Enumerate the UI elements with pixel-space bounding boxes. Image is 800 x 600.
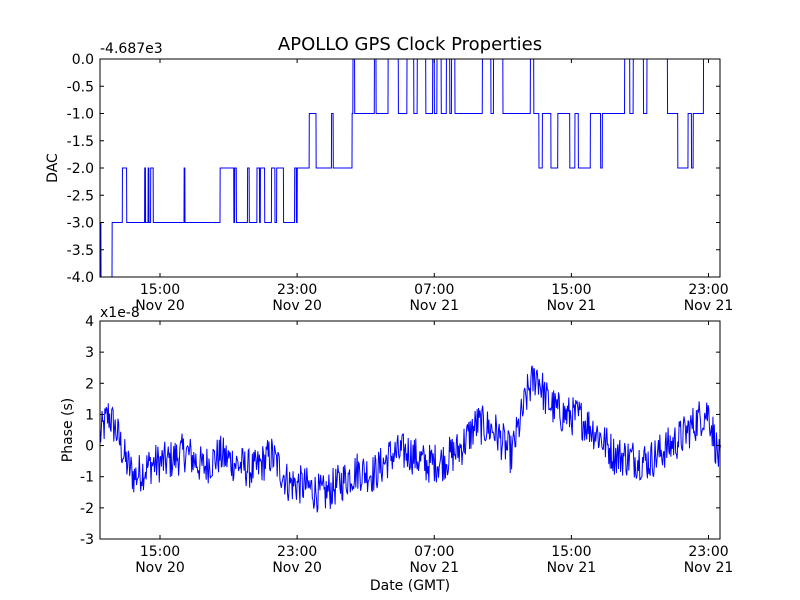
x-tick-time: 23:00 [277,544,317,560]
y-tick-label: -1.0 [67,107,94,123]
axes-frame [99,320,721,540]
y-tick-label: 0.0 [72,52,94,68]
dac-ylabel: DAC [45,153,61,183]
x-tick-date: Nov 21 [547,560,597,576]
phase-ylabel: Phase (s) [60,398,76,462]
x-tick-date: Nov 21 [409,298,459,314]
x-tick-date: Nov 21 [409,560,459,576]
x-tick-time: 15:00 [140,282,180,298]
y-tick-label: 1 [85,407,94,423]
y-tick-label: 2 [85,376,94,392]
y-tick-label: -2.5 [67,188,94,204]
x-tick-time: 15:00 [551,282,591,298]
x-tick-time: 07:00 [414,282,454,298]
x-tick-date: Nov 20 [272,560,322,576]
x-tick-date: Nov 20 [135,560,185,576]
series-line-1-0 [99,365,722,513]
y-tick-label: 0 [85,439,94,455]
y-tick-label: -1 [80,470,94,486]
x-tick-time: 23:00 [277,282,317,298]
x-tick-time: 15:00 [551,544,591,560]
x-tick-time: 07:00 [414,544,454,560]
y-tick-label: -1.5 [67,134,94,150]
y-tick-label: -2 [80,501,94,517]
y-tick-label: 4 [85,314,94,330]
x-tick-date: Nov 20 [272,298,322,314]
series-line-0-0 [100,58,707,278]
y-tick-label: -4.0 [67,270,94,286]
y-tick-label: -0.5 [67,79,94,95]
dac-offset-label: -4.687e3 [100,41,163,57]
y-tick-label: -3.0 [67,216,94,232]
chart-title: APOLLO GPS Clock Properties [278,34,542,55]
x-tick-date: Nov 20 [135,298,185,314]
phase-offset-label: x1e-8 [100,305,140,321]
x-tick-date: Nov 21 [547,298,597,314]
x-tick-time: 23:00 [688,544,728,560]
x-tick-date: Nov 21 [684,560,734,576]
y-tick-label: 3 [85,345,94,361]
y-tick-label: -2.0 [67,161,94,177]
x-tick-date: Nov 21 [684,298,734,314]
y-tick-label: -3 [80,532,94,548]
dac-panel: -4.687e3 DAC 0.0 -0.5 -1.0 -1.5 -2.0 -2.5 -3.0… [45,41,733,314]
y-tick-label: -3.5 [67,243,94,259]
phase-xlabel: Date (GMT) [370,578,450,594]
x-tick-time: 23:00 [688,282,728,298]
x-tick-time: 15:00 [140,544,180,560]
phase-panel: x1e-8 Phase (s) Date (GMT) 4 3 2 1 0 -1 -2 -3 15… [60,305,733,594]
